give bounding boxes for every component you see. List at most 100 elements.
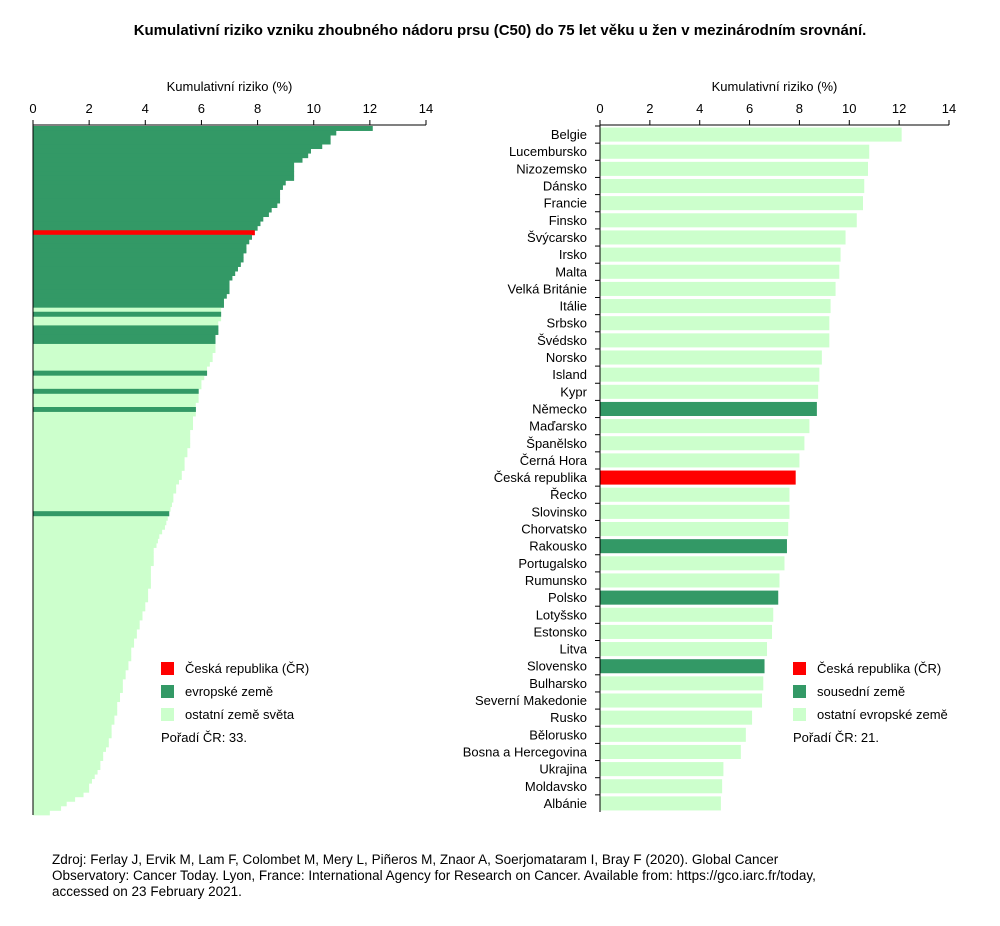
europe-bar	[600, 539, 787, 554]
world-legend-swatch-cz	[161, 662, 174, 675]
world-bar-highlight	[33, 157, 303, 163]
world-bar-highlight	[33, 148, 311, 154]
europe-category-label: Česká republika	[494, 470, 588, 485]
europe-category-label: Irsko	[559, 247, 587, 262]
world-bar-highlight	[33, 166, 295, 172]
europe-bar	[600, 213, 857, 228]
europe-category-label: Litva	[560, 642, 588, 657]
europe-bar	[600, 744, 741, 759]
europe-category-label: Norsko	[546, 350, 587, 365]
europe-category-label: Lotyšsko	[536, 607, 587, 622]
world-bar-highlight	[33, 239, 250, 245]
world-rank-note: Pořadí ČR: 33.	[161, 730, 247, 745]
world-bar	[33, 724, 112, 730]
europe-category-label: Německo	[532, 401, 587, 416]
world-bar-highlight	[33, 135, 331, 140]
world-bar	[33, 697, 121, 703]
world-bar-highlight	[33, 257, 244, 263]
world-bar	[33, 361, 210, 367]
world-bar-highlight	[33, 234, 252, 240]
europe-bar	[600, 161, 868, 176]
europe-category-label: Řecko	[550, 487, 587, 502]
world-bar	[33, 561, 154, 567]
source-line-2: Observatory: Cancer Today. Lyon, France:…	[52, 868, 816, 883]
europe-category-label: Španělsko	[526, 436, 587, 451]
chart-title: Kumulativní riziko vzniku zhoubného nádo…	[133, 22, 867, 39]
world-bar	[33, 520, 167, 526]
world-bar-highlight	[33, 293, 227, 299]
world-bar	[33, 592, 149, 598]
europe-bar	[600, 419, 810, 434]
world-bar	[33, 674, 126, 680]
europe-bar	[600, 607, 774, 622]
world-bar-highlight	[33, 289, 230, 295]
world-bar-highlight	[33, 221, 261, 227]
europe-bar	[600, 521, 789, 537]
world-bar	[33, 384, 202, 390]
world-bar	[33, 475, 182, 480]
europe-bar	[600, 796, 721, 811]
world-bar-highlight	[33, 162, 295, 168]
world-bar	[33, 416, 194, 421]
europe-category-label: Albánie	[544, 796, 587, 811]
world-bar-highlight	[33, 334, 216, 340]
world-bar	[33, 343, 216, 349]
europe-category-label: Bělorusko	[529, 727, 587, 742]
europe-bar	[600, 127, 902, 142]
world-bar-highlight	[33, 275, 233, 281]
world-bar-highlight	[33, 311, 222, 317]
world-bar-highlight	[33, 198, 281, 204]
world-bar-highlight	[33, 280, 230, 285]
world-bar-highlight	[33, 171, 295, 177]
world-bar-highlight	[33, 230, 255, 236]
world-bar	[33, 747, 106, 752]
europe-category-label: Dánsko	[543, 179, 587, 194]
world-bar	[33, 651, 132, 657]
europe-x-tick-label: 0	[596, 101, 603, 116]
world-bar-highlight	[33, 216, 264, 222]
world-bar	[33, 778, 92, 784]
europe-bar	[600, 281, 836, 296]
europe-bar	[600, 762, 724, 777]
world-bar-highlight	[33, 252, 244, 258]
world-bar	[33, 547, 154, 553]
world-bar	[33, 438, 191, 444]
world-bar	[33, 497, 174, 503]
world-bar	[33, 506, 171, 512]
world-bar	[33, 479, 179, 485]
world-bar	[33, 660, 129, 666]
world-bar	[33, 452, 188, 458]
europe-category-label: Portugalsko	[518, 556, 587, 571]
europe-bar	[600, 590, 779, 605]
europe-bar	[600, 333, 830, 348]
europe-legend-swatch-cz	[793, 662, 806, 675]
europe-bar	[600, 556, 785, 571]
europe-category-label: Srbsko	[547, 316, 587, 331]
world-bar	[33, 533, 160, 539]
world-bar	[33, 683, 123, 689]
world-bar	[33, 434, 191, 440]
world-bar	[33, 733, 112, 739]
europe-x-axis-label: Kumulativní riziko (%)	[712, 79, 838, 94]
world-bar	[33, 787, 90, 793]
europe-bar	[600, 264, 840, 279]
world-x-tick-label: 6	[198, 101, 205, 116]
world-bar	[33, 769, 98, 775]
world-bar-highlight	[33, 271, 236, 276]
europe-category-label: Lucembursko	[509, 144, 587, 159]
europe-rank-note: Pořadí ČR: 21.	[793, 730, 879, 745]
world-bar	[33, 774, 95, 780]
europe-bar	[600, 316, 830, 331]
world-bar	[33, 574, 151, 580]
europe-legend-label-cz: Česká republika (ČR)	[817, 661, 941, 676]
world-bar-highlight	[33, 243, 247, 249]
europe-category-label: Finsko	[549, 213, 587, 228]
world-bar-highlight	[33, 153, 309, 159]
world-bar	[33, 556, 154, 562]
world-bar	[33, 706, 118, 712]
world-bar	[33, 638, 135, 644]
world-bar	[33, 715, 115, 721]
world-bar	[33, 728, 112, 734]
europe-bar	[600, 779, 723, 794]
